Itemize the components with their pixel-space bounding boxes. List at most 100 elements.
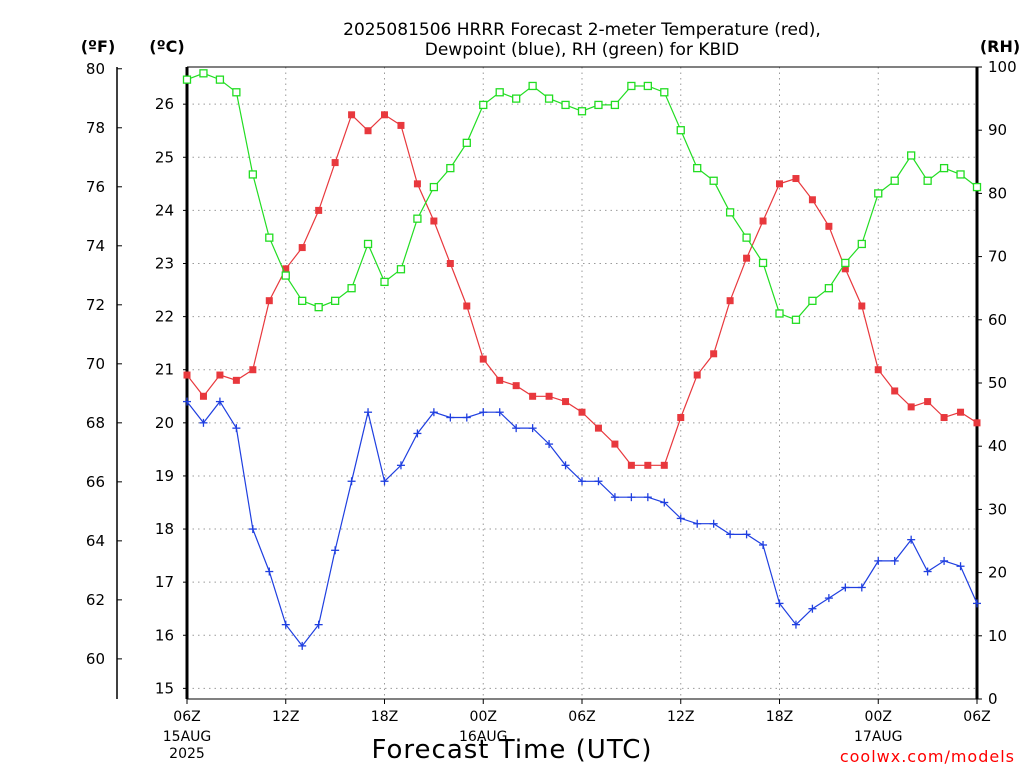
- data-point: [841, 583, 850, 592]
- series-rh: [182, 69, 982, 324]
- data-point: [923, 567, 932, 576]
- data-point: [348, 111, 356, 119]
- data-point: [890, 556, 899, 565]
- data-point: [857, 239, 866, 249]
- data-point: [923, 176, 932, 185]
- data-point: [562, 398, 570, 406]
- data-point: [907, 403, 915, 411]
- data-point: [808, 196, 816, 204]
- data-point: [726, 297, 734, 305]
- fahrenheit-tick-label: 60: [86, 650, 105, 668]
- fahrenheit-tick-label: 66: [86, 473, 105, 491]
- data-point: [610, 100, 620, 110]
- data-point: [758, 258, 768, 268]
- data-point: [957, 408, 965, 416]
- data-point: [331, 159, 339, 167]
- data-point: [627, 493, 636, 502]
- data-point: [710, 350, 718, 358]
- date-label: 16AUG: [459, 729, 508, 745]
- data-point: [726, 530, 735, 539]
- data-series: [182, 69, 982, 650]
- data-point: [479, 408, 488, 417]
- data-point: [791, 315, 801, 324]
- data-point: [396, 461, 405, 470]
- time-tick-label: 06Z: [963, 709, 990, 725]
- data-point: [874, 189, 883, 198]
- celsius-tick-label: 26: [155, 95, 174, 113]
- data-point: [330, 296, 340, 305]
- data-point: [857, 583, 866, 592]
- data-point: [693, 163, 702, 173]
- rh-tick-label: 100: [988, 58, 1017, 76]
- data-point: [578, 408, 586, 416]
- data-point: [380, 477, 389, 486]
- data-point: [841, 265, 849, 273]
- data-point: [281, 271, 290, 280]
- series-2-meter-temperature: [183, 111, 981, 469]
- data-point: [693, 519, 702, 528]
- celsius-tick-label: 24: [155, 201, 174, 219]
- data-point: [643, 493, 652, 502]
- celsius-tick-label: 19: [155, 467, 174, 485]
- celsius-tick-label: 17: [155, 573, 174, 591]
- data-point: [364, 127, 372, 135]
- data-point: [759, 540, 768, 549]
- data-point: [430, 217, 438, 225]
- data-point: [940, 414, 948, 422]
- data-point: [315, 206, 323, 214]
- rh-tick-label: 50: [988, 374, 1007, 392]
- data-point: [397, 121, 405, 129]
- fahrenheit-tick-label: 76: [86, 178, 105, 196]
- time-tick-label: 00Z: [470, 709, 497, 725]
- data-point: [182, 75, 192, 84]
- fahrenheit-tick-label: 74: [86, 237, 105, 255]
- data-point: [973, 419, 981, 427]
- data-point: [775, 599, 784, 608]
- data-point: [413, 429, 422, 438]
- rh-tick-label: 0: [988, 690, 998, 708]
- data-point: [545, 392, 553, 400]
- data-point: [725, 208, 735, 217]
- data-point: [891, 387, 899, 395]
- data-point: [676, 514, 685, 523]
- date-label: 17AUG: [854, 729, 903, 745]
- data-point: [446, 163, 455, 173]
- data-point: [446, 413, 455, 422]
- data-point: [215, 75, 225, 84]
- data-point: [413, 180, 421, 188]
- data-point: [463, 302, 471, 310]
- data-point: [643, 81, 652, 91]
- data-point: [939, 163, 949, 173]
- data-point: [907, 151, 916, 160]
- data-point: [973, 599, 981, 608]
- data-point: [940, 556, 949, 565]
- data-point: [743, 254, 751, 262]
- celsius-tick-label: 20: [155, 414, 174, 432]
- rh-unit-label: (RH): [980, 37, 1020, 56]
- data-point: [594, 477, 603, 486]
- time-tick-label: 18Z: [766, 709, 793, 725]
- data-point: [512, 94, 521, 103]
- data-point: [496, 376, 504, 384]
- data-point: [265, 233, 274, 242]
- data-point: [248, 170, 257, 179]
- data-point: [824, 284, 834, 293]
- fahrenheit-tick-label: 64: [86, 532, 105, 550]
- fahrenheit-tick-label: 72: [86, 296, 105, 314]
- data-point: [824, 594, 833, 603]
- data-point: [429, 408, 438, 417]
- data-point: [561, 461, 570, 470]
- data-point: [808, 296, 817, 305]
- data-point: [479, 355, 487, 363]
- data-point: [742, 530, 751, 539]
- data-point: [381, 111, 388, 119]
- fahrenheit-unit-label: (ºF): [81, 37, 116, 56]
- data-point: [298, 244, 306, 252]
- grid-lines: [187, 67, 977, 699]
- data-point: [874, 556, 883, 565]
- data-point: [529, 392, 537, 400]
- data-point: [577, 107, 587, 116]
- data-point: [298, 641, 307, 650]
- data-point: [792, 175, 800, 183]
